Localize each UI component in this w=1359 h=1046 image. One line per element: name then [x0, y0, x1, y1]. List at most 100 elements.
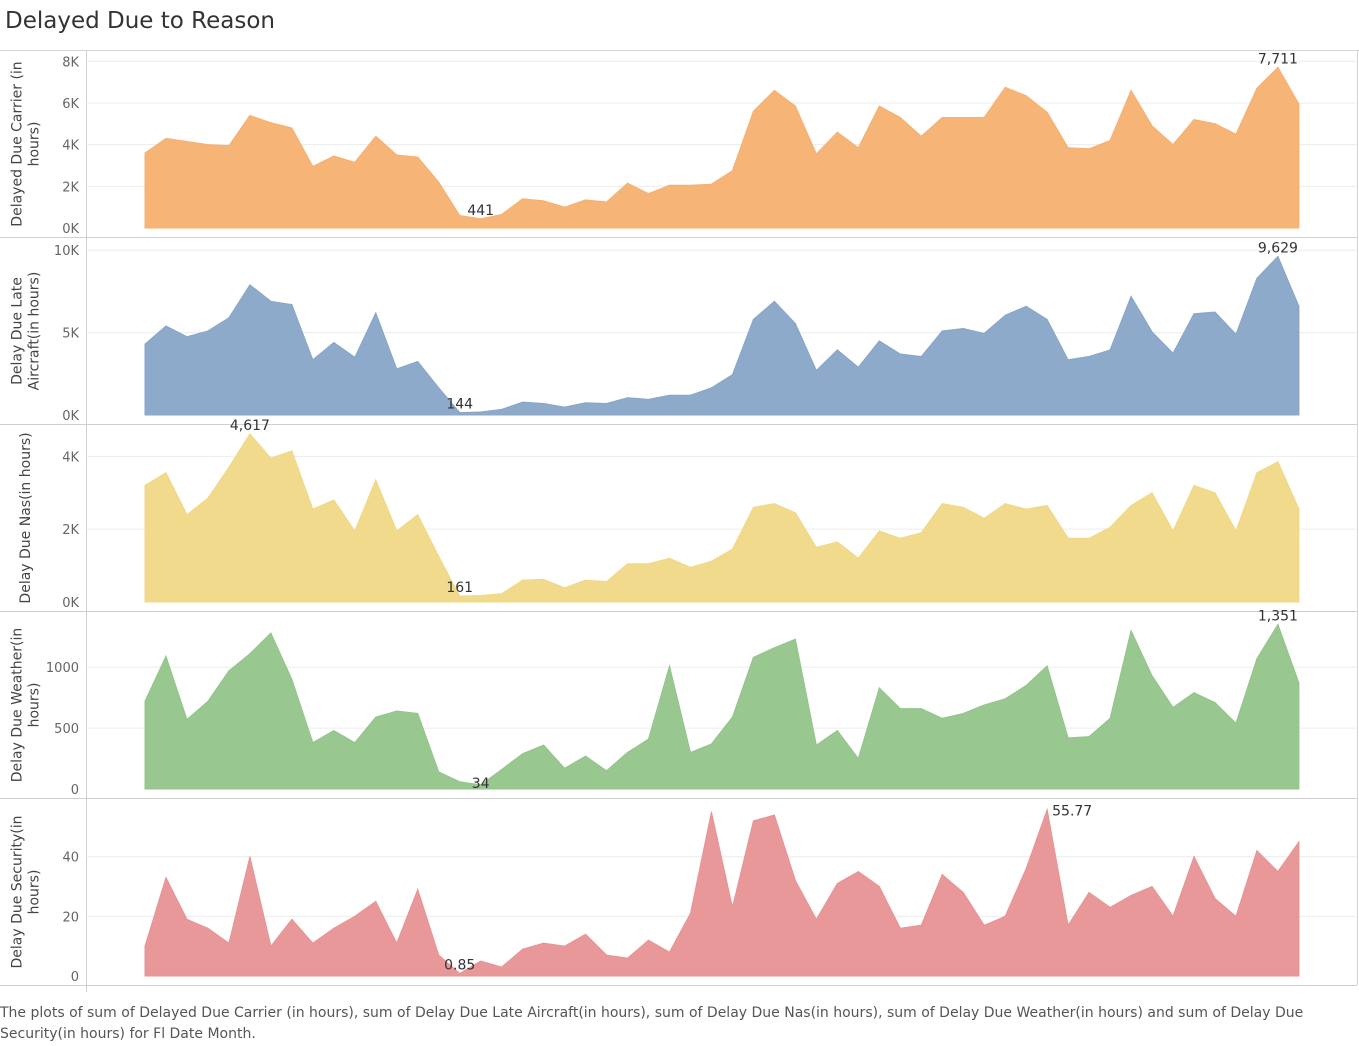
- data-point-1-8: [312, 359, 314, 361]
- data-point-2-0: [144, 484, 146, 486]
- data-point-1-13: [417, 360, 419, 362]
- data-point-0-55: [1298, 103, 1300, 105]
- data-point-3-45: [1088, 736, 1090, 738]
- data-point-4-4: [228, 942, 230, 944]
- data-point-0-6: [270, 122, 272, 124]
- data-point-0-51: [1214, 123, 1216, 125]
- data-point-1-49: [1172, 352, 1174, 354]
- data-point-4-25: [669, 951, 670, 953]
- data-point-3-32: [815, 744, 817, 746]
- data-point-1-45: [1088, 356, 1090, 358]
- data-point-0-38: [941, 117, 943, 119]
- data-point-1-35: [878, 340, 880, 342]
- data-point-0-7: [291, 127, 293, 129]
- data-point-0-32: [815, 153, 817, 155]
- data-point-3-31: [794, 638, 796, 640]
- data-label: 34: [472, 776, 490, 792]
- data-point-1-50: [1193, 313, 1195, 315]
- data-point-0-3: [207, 144, 209, 146]
- data-point-0-29: [752, 110, 754, 112]
- data-point-4-49: [1172, 915, 1174, 917]
- data-point-1-19: [543, 402, 545, 404]
- y-axis-title: hours): [27, 683, 43, 728]
- data-point-4-18: [522, 948, 524, 950]
- data-point-3-30: [773, 647, 775, 649]
- data-point-3-12: [396, 710, 398, 712]
- data-point-2-9: [333, 499, 335, 501]
- data-point-4-47: [1130, 894, 1132, 896]
- data-point-1-27: [710, 387, 712, 389]
- data-point-1-52: [1235, 333, 1237, 335]
- data-point-2-19: [543, 578, 545, 580]
- data-point-2-12: [396, 530, 398, 532]
- y-tick-label: 5K: [62, 327, 79, 342]
- data-point-0-1: [165, 137, 167, 139]
- data-point-4-40: [983, 924, 985, 926]
- data-point-1-31: [794, 323, 796, 325]
- data-point-0-39: [962, 117, 964, 119]
- y-axis-title: Delayed Due Carrier (in: [10, 61, 26, 226]
- data-point-0-31: [794, 105, 796, 107]
- data-point-2-23: [627, 563, 629, 565]
- data-point-4-13: [417, 889, 419, 890]
- data-point-1-44: [1067, 359, 1069, 361]
- data-point-4-6: [270, 945, 272, 947]
- data-point-0-5: [249, 114, 251, 116]
- data-point-0-13: [417, 156, 419, 158]
- data-point-0-50: [1193, 119, 1195, 121]
- data-point-2-1: [165, 472, 167, 474]
- data-point-4-37: [920, 924, 922, 926]
- area-series-4: [144, 807, 1300, 977]
- data-point-4-20: [564, 945, 566, 947]
- data-point-1-15: [459, 412, 461, 414]
- data-point-3-20: [564, 767, 566, 769]
- y-tick-label: 0: [71, 783, 79, 798]
- data-point-3-11: [375, 716, 377, 718]
- y-tick-label: 2K: [62, 180, 79, 195]
- data-point-4-34: [857, 871, 859, 873]
- data-point-1-20: [564, 406, 566, 408]
- data-point-4-10: [354, 915, 356, 917]
- data-point-0-40: [983, 117, 985, 119]
- data-point-0-26: [689, 184, 691, 186]
- data-point-0-49: [1172, 144, 1174, 146]
- data-point-1-55: [1298, 305, 1300, 307]
- y-axis-title: hours): [27, 122, 43, 167]
- data-point-2-48: [1151, 492, 1153, 494]
- data-point-2-24: [648, 563, 650, 565]
- data-point-3-48: [1151, 675, 1153, 677]
- data-point-1-1: [165, 325, 167, 327]
- y-tick-label: 0K: [62, 596, 79, 611]
- data-point-4-21: [585, 933, 587, 935]
- data-point-2-28: [731, 548, 733, 550]
- data-point-3-1: [165, 655, 167, 657]
- data-point-3-46: [1109, 717, 1111, 719]
- data-point-1-40: [983, 332, 985, 334]
- data-point-4-55: [1298, 841, 1300, 843]
- area-series-1: [144, 255, 1300, 416]
- data-point-1-42: [1025, 305, 1027, 307]
- data-point-2-3: [207, 497, 209, 499]
- data-point-1-43: [1046, 318, 1048, 320]
- data-point-1-28: [731, 374, 733, 376]
- data-point-4-36: [899, 927, 901, 929]
- data-point-1-24: [648, 398, 650, 400]
- data-point-2-46: [1109, 526, 1111, 528]
- data-point-2-8: [312, 508, 314, 510]
- data-point-2-17: [501, 593, 503, 595]
- data-point-4-17: [501, 966, 503, 968]
- data-point-2-53: [1256, 472, 1258, 474]
- data-point-4-44: [1067, 924, 1069, 926]
- data-point-2-41: [1004, 503, 1006, 505]
- data-point-2-16: [480, 594, 482, 596]
- data-point-0-4: [228, 145, 230, 147]
- data-point-1-7: [291, 304, 293, 306]
- data-point-0-12: [396, 154, 398, 156]
- data-point-1-54: [1277, 255, 1279, 257]
- y-tick-label: 40: [62, 851, 79, 866]
- data-point-4-24: [648, 939, 650, 941]
- data-point-4-39: [962, 891, 964, 893]
- y-axis-title: Delay Due Security(in: [10, 815, 26, 968]
- y-tick-label: 4K: [62, 139, 79, 154]
- data-point-4-9: [333, 927, 335, 929]
